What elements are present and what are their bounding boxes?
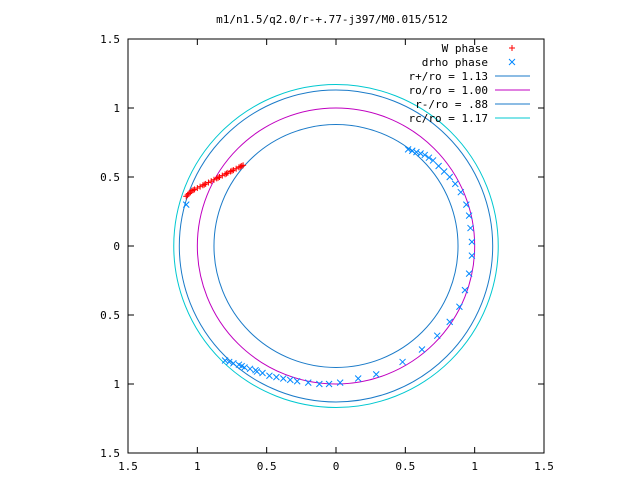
drho-phase-point: [266, 373, 272, 379]
w-phase-point: [230, 167, 236, 173]
w-phase-point: [192, 186, 198, 192]
chart: m1/n1.5/q2.0/r-+.77-j397/M0.015/512 1.5 1…: [0, 0, 640, 480]
drho-phase-point: [441, 168, 447, 174]
drho-phase-point: [452, 181, 458, 187]
circle-rcro: [174, 85, 498, 408]
legend-label: r-/ro = .88: [415, 98, 488, 111]
drho-phase-point: [260, 370, 266, 376]
w-phase-point: [203, 181, 209, 187]
legend-swatch: [509, 45, 515, 51]
drho-phase-point: [466, 271, 472, 277]
drho-phase-point: [273, 374, 279, 380]
x-tick-label: 1: [471, 460, 478, 473]
reference-circles: [174, 85, 498, 408]
w-phase-point: [239, 163, 245, 169]
circle-roro: [197, 108, 474, 384]
drho-phase-point: [434, 333, 440, 339]
drho-phase-point: [305, 380, 311, 386]
w-phase-point: [186, 191, 192, 197]
drho-phase-point: [468, 225, 474, 231]
w-phase-point: [222, 171, 228, 177]
drho-phase-point: [436, 163, 442, 169]
legend-swatch: [509, 59, 515, 65]
x-tick-label: 0: [333, 460, 340, 473]
legend-label: r+/ro = 1.13: [409, 70, 488, 83]
drho-phase-point: [469, 239, 475, 245]
data-points: [183, 146, 475, 387]
drho-phase-point: [400, 359, 406, 365]
drho-phase-point: [337, 380, 343, 386]
drho-phase-point: [458, 189, 464, 195]
y-tick-label: 1: [113, 378, 120, 391]
drho-phase-point: [355, 375, 361, 381]
drho-phase-point: [287, 377, 293, 383]
x-tick-label: 1.5: [118, 460, 138, 473]
x-tick-label: 0.5: [395, 460, 415, 473]
legend-label: ro/ro = 1.00: [409, 84, 488, 97]
drho-phase-point: [316, 381, 322, 387]
drho-phase-point: [419, 347, 425, 353]
x-tick-label: 1: [194, 460, 201, 473]
y-tick-label: 0.5: [100, 309, 120, 322]
circle-rro: [179, 90, 492, 402]
w-phase-point: [200, 182, 206, 188]
w-phase-point: [214, 175, 220, 181]
drho-phase-point: [294, 378, 300, 384]
legend-label: W phase: [442, 42, 488, 55]
legend-label: rc/ro = 1.17: [409, 112, 488, 125]
drho-phase-point: [373, 371, 379, 377]
drho-phase-point: [447, 174, 453, 180]
y-tick-label: 0.5: [100, 171, 120, 184]
y-tick-label: 1: [113, 102, 120, 115]
w-phase-point: [185, 192, 191, 198]
chart-title: m1/n1.5/q2.0/r-+.77-j397/M0.015/512: [216, 13, 448, 26]
drho-phase-point: [247, 366, 253, 372]
x-tick-label: 0.5: [257, 460, 277, 473]
y-tick-label: 1.5: [100, 447, 120, 460]
w-phase-point: [189, 188, 195, 194]
y-tick-label: 1.5: [100, 33, 120, 46]
legend-label: drho phase: [422, 56, 488, 69]
w-phase-point: [208, 178, 214, 184]
y-tick-label: 0: [113, 240, 120, 253]
circle-rro: [214, 125, 458, 368]
drho-phase-point: [183, 202, 189, 208]
drho-phase-point: [280, 375, 286, 381]
x-tick-label: 1.5: [534, 460, 554, 473]
